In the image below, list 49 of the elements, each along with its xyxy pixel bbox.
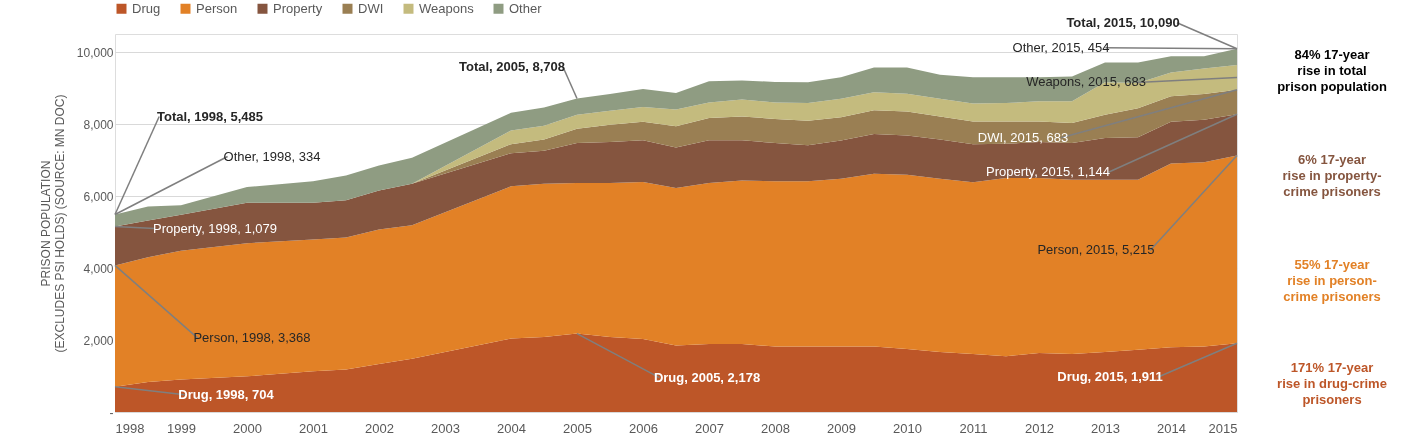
y-axis-title: PRISON POPULATION (EXCLUDES PSI HOLDS) (SOURCE: MN DOC) bbox=[38, 94, 67, 353]
legend-label: Other bbox=[509, 0, 543, 16]
x-tick-label: 2013 bbox=[1091, 420, 1120, 436]
legend-label: DWI bbox=[358, 0, 384, 16]
x-tick-label: 2001 bbox=[299, 420, 328, 436]
annotation: DWI, 2015, 683 bbox=[977, 129, 1069, 145]
x-tick-label: 2010 bbox=[893, 420, 922, 436]
x-tick-label: 2012 bbox=[1025, 420, 1054, 436]
annotation: Total, 2015, 10,090 bbox=[1066, 14, 1180, 30]
y-tick-label: 4,000 bbox=[83, 261, 114, 276]
annotation: Other, 1998, 334 bbox=[223, 148, 321, 164]
x-tick-label: 2011 bbox=[959, 420, 988, 436]
text: 6% 17-year rise in property- crime prisoners bbox=[1282, 152, 1382, 199]
annotation: Total, 2005, 8,708 bbox=[459, 58, 565, 74]
x-tick-label: 2003 bbox=[431, 420, 460, 436]
x-tick-label: 2008 bbox=[761, 420, 790, 436]
x-tick-label: 2014 bbox=[1157, 420, 1186, 436]
text: 171% 17-year rise in drug-crime prisoners bbox=[1277, 360, 1387, 407]
x-tick-label: 2000 bbox=[233, 420, 262, 436]
y-tick-label: 6,000 bbox=[83, 189, 114, 204]
text: 55% 17-year rise in person- crime prisoners bbox=[1283, 257, 1381, 304]
legend-label: Weapons bbox=[419, 0, 475, 16]
x-tick-label: 2009 bbox=[827, 420, 856, 436]
y-tick-label: 10,000 bbox=[76, 45, 114, 60]
legend-label: Property bbox=[273, 0, 323, 16]
text: 84% 17-year rise in total prison population bbox=[1277, 47, 1387, 94]
x-tick-label: 2007 bbox=[695, 420, 724, 436]
annotation: Person, 2015, 5,215 bbox=[1037, 242, 1155, 258]
x-tick-label: 2004 bbox=[497, 420, 526, 436]
annotation: Weapons, 2015, 683 bbox=[1026, 74, 1146, 90]
annotation: Drug, 2005, 2,178 bbox=[653, 369, 761, 385]
x-tick-label: 1998 bbox=[115, 420, 145, 436]
legend-label: Drug bbox=[132, 0, 161, 16]
annotation: Total, 1998, 5,485 bbox=[157, 108, 263, 124]
annotation: Property, 2015, 1,144 bbox=[985, 164, 1111, 180]
annotation: Drug, 1998, 704 bbox=[178, 386, 275, 402]
x-tick-label: 2015 bbox=[1208, 420, 1238, 436]
annotation: Property, 1998, 1,079 bbox=[152, 220, 278, 236]
x-tick-label: 1999 bbox=[167, 420, 196, 436]
legend-label: Person bbox=[196, 0, 238, 16]
y-tick-label: - bbox=[109, 405, 114, 420]
annotation: Drug, 2015, 1,911 bbox=[1057, 369, 1163, 385]
x-tick-label: 2006 bbox=[629, 420, 658, 436]
y-tick-label: 2,000 bbox=[83, 333, 114, 348]
x-tick-label: 2002 bbox=[365, 420, 394, 436]
annotation: Other, 2015, 454 bbox=[1012, 39, 1110, 55]
x-tick-label: 2005 bbox=[563, 420, 592, 436]
annotation: Person, 1998, 3,368 bbox=[193, 330, 311, 346]
y-tick-label: 8,000 bbox=[83, 117, 114, 132]
